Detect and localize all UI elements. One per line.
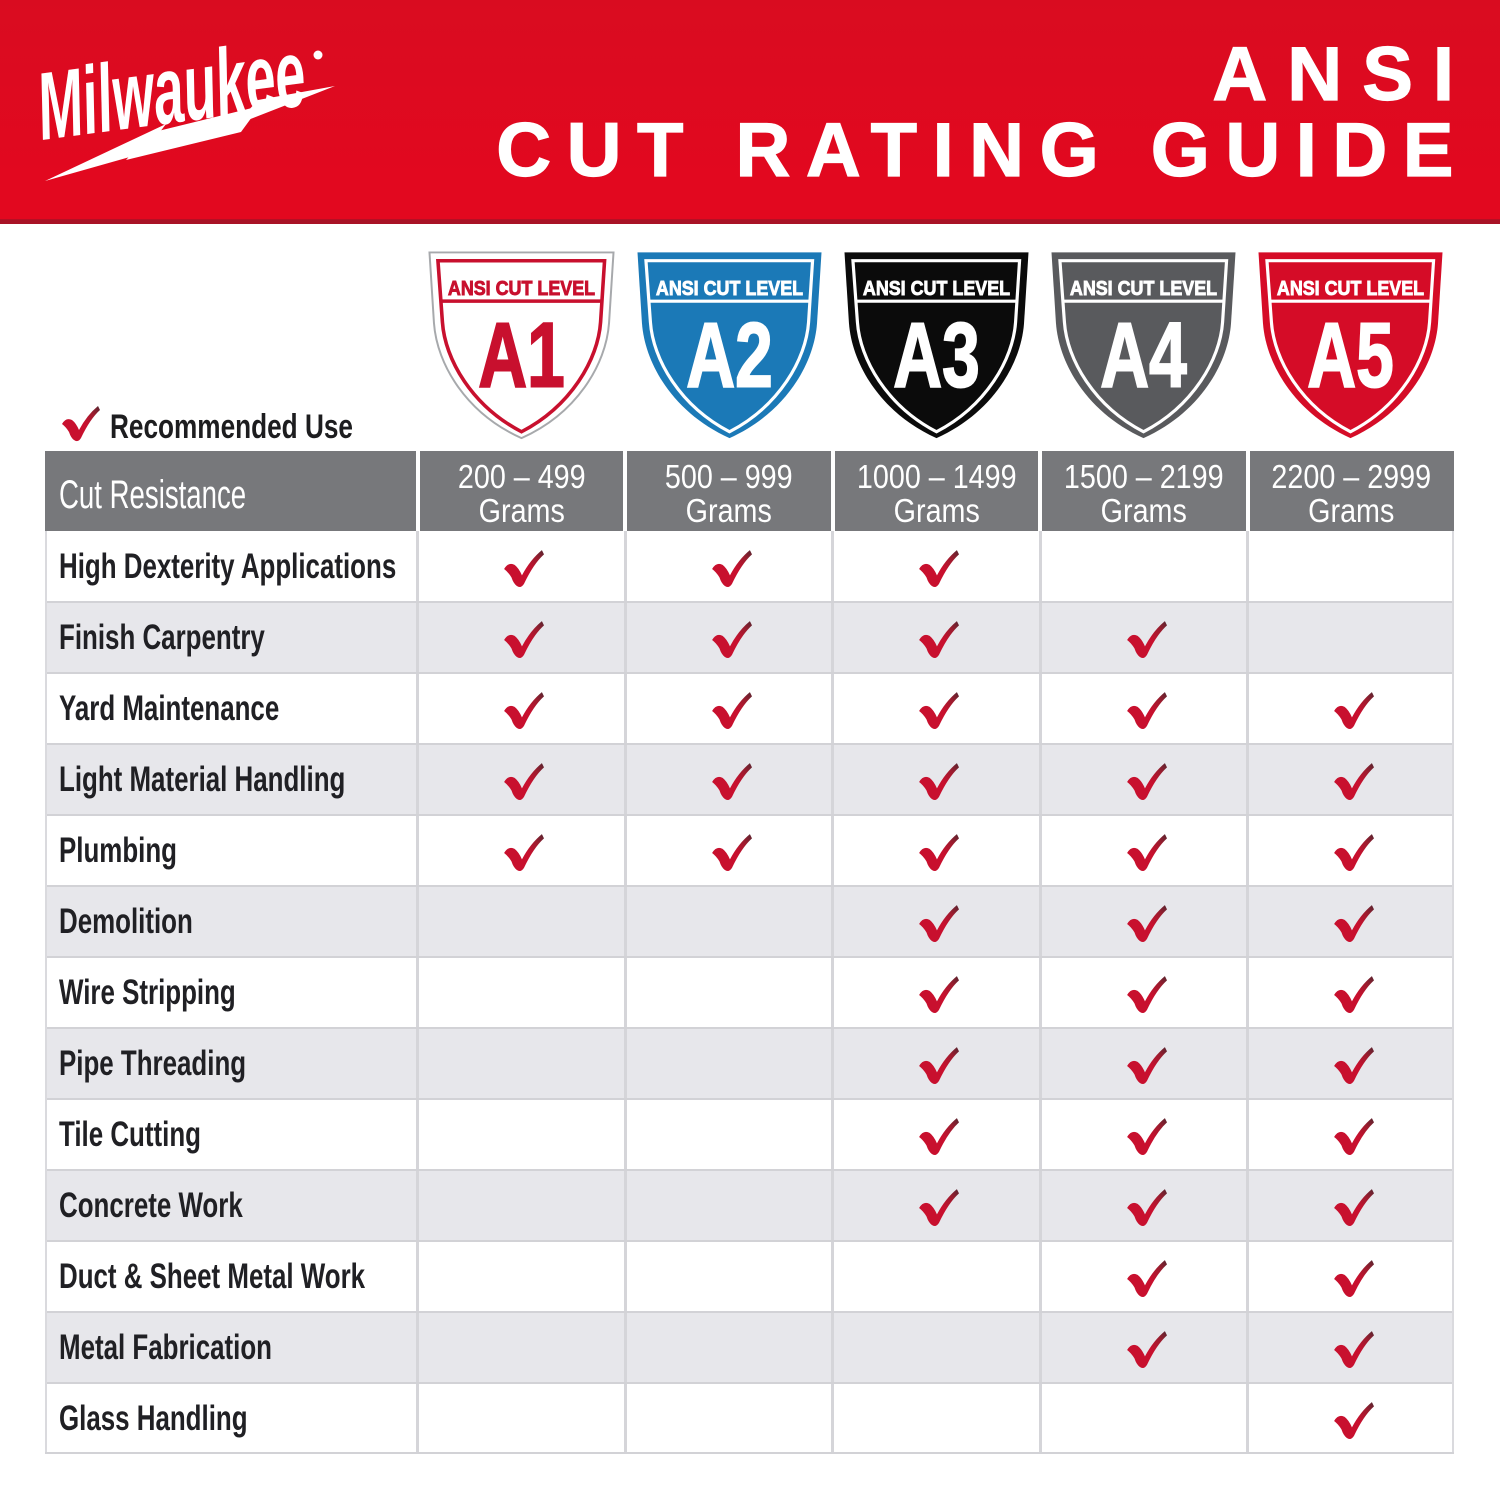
svg-text:A5: A5 (1307, 303, 1394, 406)
svg-text:A2: A2 (686, 303, 773, 406)
svg-text:ANSI CUT LEVEL: ANSI CUT LEVEL (862, 277, 1009, 300)
svg-text:ANSI CUT LEVEL: ANSI CUT LEVEL (655, 277, 802, 300)
svg-text:A1: A1 (478, 303, 565, 406)
svg-text:ANSI CUT LEVEL: ANSI CUT LEVEL (447, 277, 594, 300)
svg-text:A3: A3 (893, 303, 980, 406)
svg-text:A4: A4 (1100, 303, 1187, 406)
svg-text:ANSI CUT LEVEL: ANSI CUT LEVEL (1070, 277, 1217, 300)
svg-text:ANSI CUT LEVEL: ANSI CUT LEVEL (1277, 277, 1424, 300)
